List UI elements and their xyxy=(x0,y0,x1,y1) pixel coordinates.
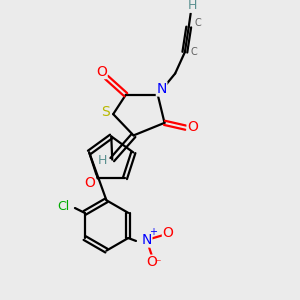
Text: H: H xyxy=(188,0,197,12)
Text: O: O xyxy=(187,120,198,134)
Text: O: O xyxy=(84,176,95,190)
Text: O: O xyxy=(163,226,173,240)
Text: N: N xyxy=(141,233,152,247)
Text: C: C xyxy=(190,47,197,57)
Text: S: S xyxy=(101,105,110,119)
Text: H: H xyxy=(98,154,107,167)
Text: O: O xyxy=(146,255,157,269)
Text: N: N xyxy=(156,82,167,96)
Text: ⁻: ⁻ xyxy=(154,258,160,271)
Text: +: + xyxy=(149,227,158,237)
Text: O: O xyxy=(96,64,107,79)
Text: C: C xyxy=(194,18,201,28)
Text: Cl: Cl xyxy=(57,200,70,213)
